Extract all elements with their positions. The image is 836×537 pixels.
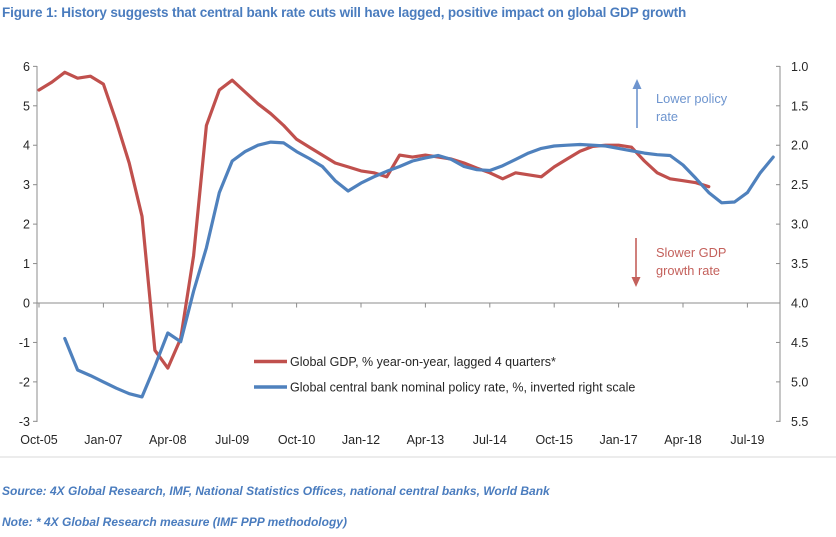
left-axis-tick-label: -3: [19, 415, 30, 429]
figure-title: Figure 1: History suggests that central …: [2, 5, 687, 20]
left-axis-tick-label: -1: [19, 336, 30, 350]
right-axis-tick-label: 1.0: [791, 60, 808, 74]
x-axis-tick-label: Apr-18: [664, 433, 702, 447]
x-axis-tick-label: Jan-07: [84, 433, 122, 447]
left-axis-tick-label: 1: [23, 257, 30, 271]
right-axis-tick-label: 2.0: [791, 139, 808, 153]
x-axis-tick-label: Apr-08: [149, 433, 187, 447]
left-axis-tick-label: -2: [19, 375, 30, 389]
lower-policy-rate-annotation: Lower policy rate: [632, 79, 728, 128]
left-axis-tick-label: 2: [23, 218, 30, 232]
series-layer: [37, 70, 775, 399]
global-policy-rate-line: [63, 140, 775, 399]
down-arrow-head-icon: [631, 277, 641, 287]
gdp-legend-label: Global GDP, % year-on-year, lagged 4 qua…: [290, 355, 556, 369]
left-axis-tick-label: 4: [23, 139, 30, 153]
note-line: Note: * 4X Global Research measure (IMF …: [2, 515, 347, 529]
left-axis-tick-label: 0: [23, 297, 30, 311]
x-axis-tick-label: Jul-14: [473, 433, 507, 447]
x-axis-tick-label: Oct-05: [20, 433, 58, 447]
up-arrow-head-icon: [632, 79, 642, 89]
right-axis-tick-label: 3.0: [791, 218, 808, 232]
right-axis-tick-label: 2.5: [791, 178, 808, 192]
x-axis-tick-label: Oct-10: [278, 433, 316, 447]
right-axis-tick-label: 3.5: [791, 257, 808, 271]
lower-policy-rate-label-line2: rate: [656, 109, 678, 124]
right-axis-tick-label: 5.5: [791, 415, 808, 429]
x-axis-tick-label: Jan-17: [599, 433, 637, 447]
global-gdp-line: [37, 70, 711, 370]
axes-layer: 6 5 4 3 2 1 0 -1 -2 -3 1.0 1.5 2.0 2.5 3.0 3.5 4.0 4.5 5.0…: [0, 60, 836, 458]
right-axis-tick-label: 4.0: [791, 297, 808, 311]
source-line: Source: 4X Global Research, IMF, Nationa…: [2, 484, 550, 498]
slower-gdp-label-line1: Slower GDP: [656, 245, 726, 260]
slower-gdp-growth-annotation: Slower GDP growth rate: [631, 238, 726, 287]
lower-policy-rate-label-line1: Lower policy: [656, 91, 728, 106]
x-axis-tick-label: Jul-09: [215, 433, 249, 447]
right-axis-tick-label: 5.0: [791, 375, 808, 389]
chart-legend: Global GDP, % year-on-year, lagged 4 qua…: [254, 355, 635, 395]
chart-canvas: 6 5 4 3 2 1 0 -1 -2 -3 1.0 1.5 2.0 2.5 3.0 3.5 4.0 4.5 5.0…: [0, 60, 836, 458]
x-axis-tick-label: Jan-12: [342, 433, 380, 447]
left-axis-tick-label: 3: [23, 178, 30, 192]
left-axis-tick-label: 6: [23, 60, 30, 74]
left-axis-tick-label: 5: [23, 99, 30, 113]
right-axis-tick-label: 1.5: [791, 99, 808, 113]
slower-gdp-label-line2: growth rate: [656, 263, 720, 278]
right-axis-tick-label: 4.5: [791, 336, 808, 350]
x-axis-tick-label: Jul-19: [730, 433, 764, 447]
policy-rate-legend-label: Global central bank nominal policy rate,…: [290, 381, 635, 395]
x-axis-tick-label: Apr-13: [407, 433, 445, 447]
x-axis-tick-label: Oct-15: [535, 433, 573, 447]
